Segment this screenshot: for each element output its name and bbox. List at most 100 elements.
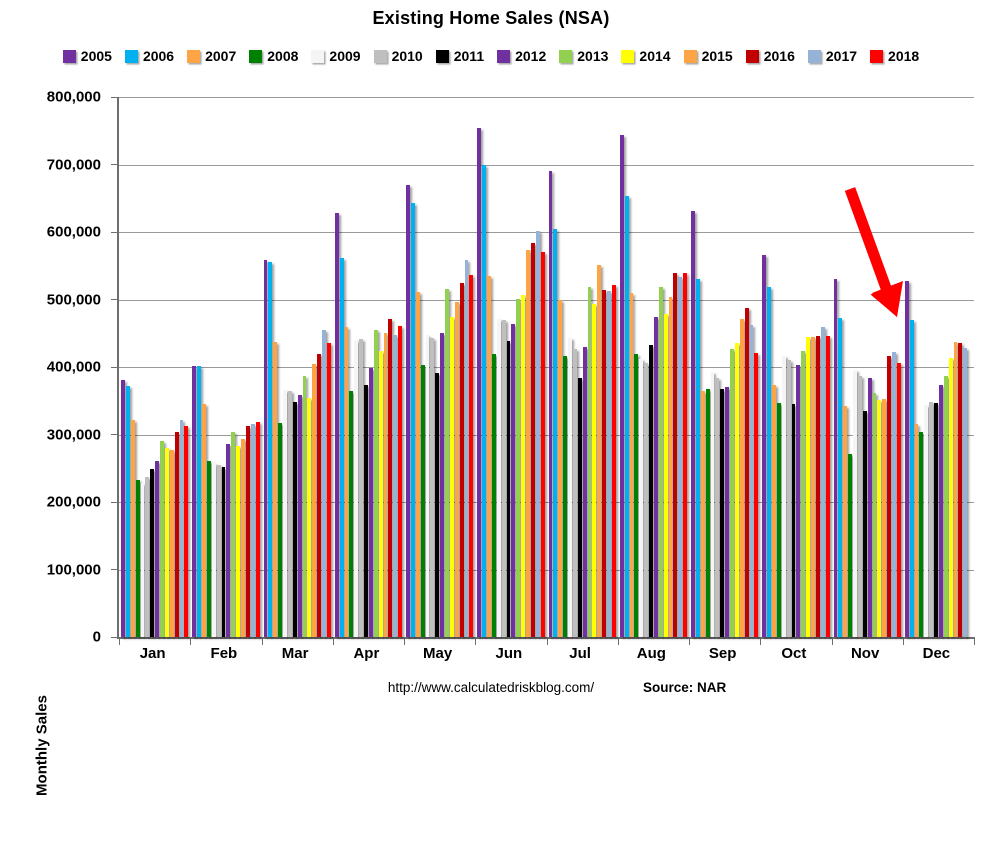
bar-2017-aug xyxy=(678,276,683,637)
bar-2017-mar xyxy=(322,329,326,637)
bar-2007-jul xyxy=(558,299,563,637)
bar-2018-feb xyxy=(255,422,260,637)
bar-2009-dec xyxy=(924,404,929,637)
plot-area xyxy=(111,96,975,645)
bar-2018-apr xyxy=(398,325,402,637)
legend-label-2005: 2005 xyxy=(80,48,112,64)
y-axis-tick xyxy=(111,299,119,300)
bar-2014-feb xyxy=(236,445,240,637)
x-axis-label-aug: Aug xyxy=(636,645,666,662)
bar-2015-jan xyxy=(169,450,174,637)
bar-2008-aug xyxy=(634,353,639,637)
bar-2010-jul xyxy=(572,348,577,637)
bar-2011-feb xyxy=(221,466,226,637)
bar-2014-jun xyxy=(521,295,525,637)
bar-2007-feb xyxy=(202,404,206,637)
bar-2009-nov xyxy=(853,370,857,637)
bar-group-nov xyxy=(832,97,903,637)
bar-2013-jul xyxy=(587,286,592,637)
bar-2006-mar xyxy=(268,262,273,637)
bar-2014-oct xyxy=(806,336,810,637)
bar-2009-jun xyxy=(496,319,501,637)
bar-2012-aug xyxy=(653,317,658,637)
bar-2016-aug xyxy=(673,272,678,637)
bar-2005-dec xyxy=(904,280,909,637)
bar-2008-may xyxy=(420,364,425,637)
bar-2013-sep xyxy=(730,348,734,637)
x-axis-tick xyxy=(475,637,477,645)
bar-2013-aug xyxy=(658,287,663,637)
bar-2006-nov xyxy=(838,317,843,637)
bar-2010-jun xyxy=(501,320,506,637)
bar-2014-dec xyxy=(948,357,953,637)
bar-2013-jun xyxy=(516,298,521,637)
x-axis-label-apr: Apr xyxy=(353,645,380,662)
bar-2007-may xyxy=(415,292,420,637)
bar-2017-sep xyxy=(749,325,754,637)
bar-2005-feb xyxy=(192,366,197,637)
bar-2012-jul xyxy=(582,347,587,637)
legend-swatch-2018 xyxy=(870,49,884,63)
x-axis-label-oct: Oct xyxy=(781,645,807,662)
bar-2005-aug xyxy=(619,134,624,637)
bar-2006-oct xyxy=(767,287,771,637)
y-axis-tick-label: 800,000 xyxy=(46,88,101,106)
bar-2005-mar xyxy=(263,260,268,637)
bar-group-may xyxy=(404,97,475,637)
x-axis-label-may: May xyxy=(423,645,453,662)
x-axis-tick xyxy=(974,637,975,645)
bar-2014-sep xyxy=(734,342,739,637)
y-axis-tick-label: 500,000 xyxy=(46,291,101,308)
gridline xyxy=(119,232,974,233)
x-axis-label-nov: Nov xyxy=(850,645,880,662)
legend-swatch-2015 xyxy=(683,49,697,63)
bar-2015-jul xyxy=(597,265,602,637)
legend-swatch-2010 xyxy=(373,49,387,63)
legend-item-2018: 2018 xyxy=(870,48,919,64)
bar-group-jul xyxy=(547,97,618,637)
bar-2010-apr xyxy=(359,338,363,637)
bar-2014-apr xyxy=(378,351,383,637)
bar-2012-apr xyxy=(368,367,373,637)
bar-2008-mar xyxy=(278,423,282,637)
legend-label-2007: 2007 xyxy=(205,48,237,64)
bar-2005-nov xyxy=(833,278,838,637)
bar-2007-oct xyxy=(772,384,776,637)
y-axis-title: Monthly Sales xyxy=(33,695,51,796)
bar-2006-feb xyxy=(197,365,201,637)
y-axis-tick-label: 700,000 xyxy=(46,156,101,173)
bar-2018-oct xyxy=(825,335,830,637)
legend-swatch-2006 xyxy=(124,49,138,63)
bar-2005-may xyxy=(406,185,410,637)
bar-2011-nov xyxy=(862,410,867,637)
bar-2012-feb xyxy=(226,443,231,637)
x-axis-tick xyxy=(689,637,690,645)
bar-2008-dec xyxy=(919,432,924,637)
bar-2006-sep xyxy=(695,279,700,637)
x-axis-tick xyxy=(404,637,405,645)
bar-2010-aug xyxy=(644,362,648,637)
legend-label-2015: 2015 xyxy=(701,48,733,64)
bar-2009-sep xyxy=(710,371,715,637)
y-axis-tick xyxy=(111,501,119,503)
bar-2009-aug xyxy=(639,358,644,637)
legend-label-2006: 2006 xyxy=(142,48,175,64)
bar-2013-mar xyxy=(302,375,307,637)
legend-label-2013: 2013 xyxy=(577,48,609,64)
bar-2010-may xyxy=(430,337,435,637)
x-axis-tick xyxy=(190,637,192,645)
bar-2010-feb xyxy=(216,464,221,637)
bar-2013-oct xyxy=(801,351,806,637)
x-axis-tick xyxy=(546,637,548,645)
bar-2008-jun xyxy=(491,353,496,637)
bar-2005-jun xyxy=(477,128,482,637)
legend-item-2017: 2017 xyxy=(807,48,857,64)
x-axis-label-jan: Jan xyxy=(139,645,166,662)
bar-2018-may xyxy=(469,275,474,637)
bar-2018-jun xyxy=(540,251,545,637)
footer-source: Source: NAR xyxy=(643,680,727,695)
legend-item-2015: 2015 xyxy=(683,48,733,64)
legend-label-2014: 2014 xyxy=(639,48,671,64)
y-axis-tick-label: 200,000 xyxy=(46,493,101,511)
bar-2007-dec xyxy=(914,423,919,637)
